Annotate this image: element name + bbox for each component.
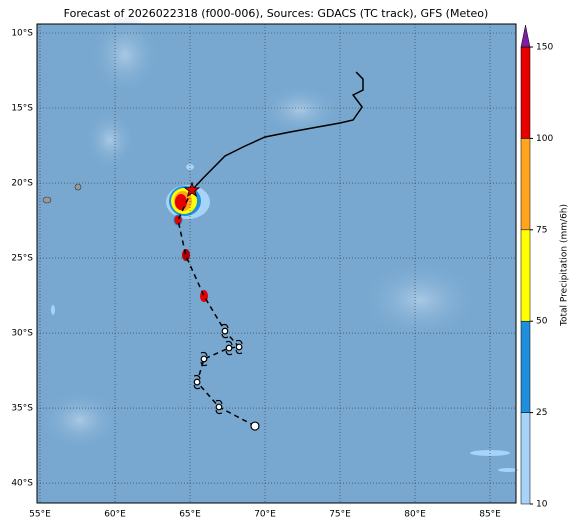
- colorbar-segment: [520, 412, 531, 505]
- storm-symbol: [200, 351, 208, 367]
- colorbar-segment: [520, 320, 531, 413]
- storm-symbol: [215, 399, 223, 415]
- lon-tick-label: 55°E: [29, 510, 51, 520]
- lat-tick-label: 25°S: [11, 254, 33, 264]
- precip: [498, 468, 518, 472]
- colorbar-tick-label: 150: [536, 43, 553, 53]
- lat-tick-label: 20°S: [11, 179, 33, 189]
- colorbar-tick-label: 10: [536, 500, 548, 510]
- storm-symbol: [235, 339, 243, 355]
- lon-tick-label: 85°E: [479, 510, 501, 520]
- colorbar-tick-label: 75: [536, 225, 547, 235]
- map-frame: [36, 23, 517, 504]
- cloud: [40, 390, 120, 450]
- lon-tick-label: 65°E: [179, 510, 201, 520]
- cloud: [260, 85, 340, 135]
- island: [74, 183, 82, 191]
- colorbar-label: Total Precipitation (mm/6h): [560, 204, 570, 327]
- track-point: [200, 355, 208, 363]
- current-position: [183, 181, 201, 198]
- colorbar-extend: [520, 24, 531, 48]
- lat-tick-label: 15°S: [11, 104, 33, 114]
- title: Forecast of 2026022318 (f000-006), Sourc…: [64, 7, 489, 20]
- track-point: [235, 343, 243, 351]
- lat-tick-label: 40°S: [11, 479, 33, 489]
- storm-symbol: [225, 340, 233, 356]
- lon-tick-label: 70°E: [254, 510, 276, 520]
- precip: [186, 164, 194, 170]
- colorbar-tick-label: 25: [536, 408, 547, 418]
- cloud: [90, 15, 160, 95]
- track-point: [250, 421, 260, 431]
- colorbar-tick-label: 100: [536, 134, 553, 144]
- colorbar-segment: [520, 229, 531, 322]
- lon-tick-label: 75°E: [329, 510, 351, 520]
- track-point: [215, 403, 223, 411]
- colorbar-segment: [520, 46, 531, 139]
- island: [42, 196, 52, 204]
- cloud: [360, 260, 480, 340]
- lat-tick-label: 30°S: [11, 329, 33, 339]
- lon-tick-label: 80°E: [404, 510, 426, 520]
- lat-tick-label: 10°S: [11, 29, 33, 39]
- track-point: [221, 327, 229, 335]
- cloud: [85, 110, 135, 170]
- storm-symbol: [221, 323, 229, 339]
- storm-symbol: [193, 374, 201, 390]
- precip: [182, 249, 190, 261]
- track-past: [191, 71, 364, 191]
- lat-tick-label: 35°S: [11, 404, 33, 414]
- colorbar-segment: [520, 138, 531, 231]
- precip: [175, 194, 187, 210]
- colorbar-tick-label: 50: [536, 317, 548, 327]
- track-point: [225, 344, 233, 352]
- track-point: [193, 378, 201, 386]
- map: [36, 15, 518, 504]
- colorbar: 10 25 50 75 100 150: [520, 24, 553, 510]
- precip: [51, 305, 55, 315]
- lon-tick-label: 60°E: [104, 510, 126, 520]
